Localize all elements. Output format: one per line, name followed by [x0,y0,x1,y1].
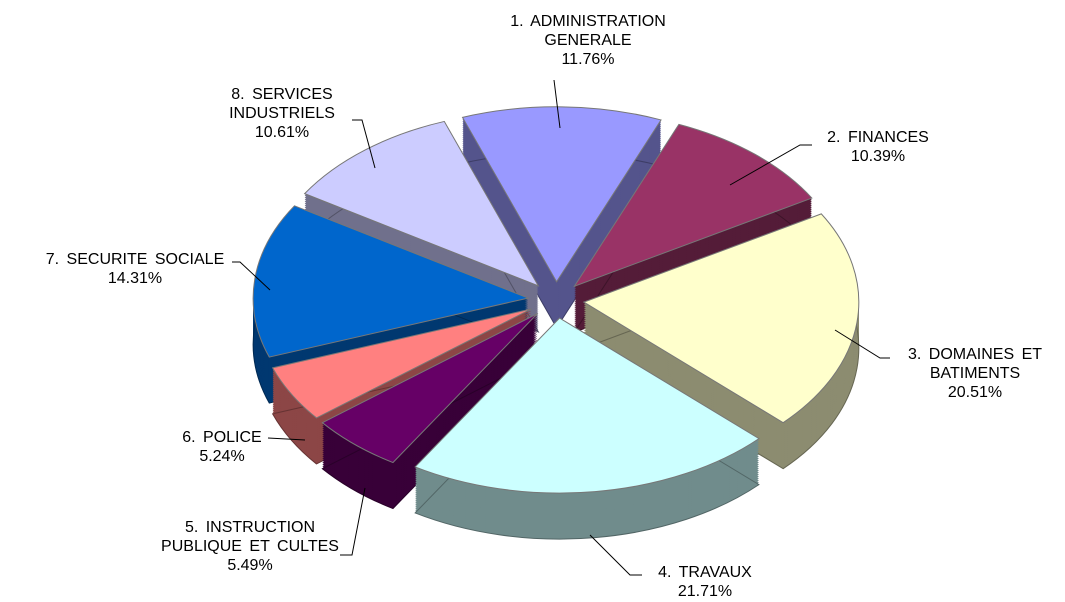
leader-line [340,487,366,556]
category-label: 6. POLICE [182,429,262,446]
slice-label: 5. INSTRUCTION PUBLIQUE ET CULTES 5.49% [155,518,345,575]
slice-label: 7. SECURITE SOCIALE 14.31% [5,250,265,288]
category-label: 4. TRAVAUX [658,564,752,581]
slice-label: 3. DOMAINES ET BATIMENTS 20.51% [890,345,1060,402]
pie-slice [461,106,662,329]
category-label: 3. DOMAINES ET BATIMENTS [907,346,1043,382]
slice-top [414,317,760,494]
category-label: 8. SERVICES INDUSTRIELS [229,86,335,122]
pie-slice [414,317,760,540]
slice-side-edge [271,354,532,465]
slices [252,106,860,540]
slice-label: 2. FINANCES 10.39% [778,128,978,166]
slice-top [461,106,662,283]
leader-line [553,79,561,129]
slice-label: 6. POLICE 5.24% [142,428,302,466]
leader-line [267,437,306,441]
value-label: 5.49% [227,557,273,574]
leader-line [729,144,812,186]
pie-slice [321,313,538,510]
leader-line [232,261,271,291]
leader-line [834,329,890,359]
category-label: 5. INSTRUCTION PUBLIQUE ET CULTES [161,519,339,555]
slice-label: 4. TRAVAUX 21.71% [605,563,805,601]
value-label: 10.61% [254,124,310,141]
leader-line [352,119,376,169]
slice-side-edge [414,363,760,540]
category-label: 2. FINANCES [827,129,929,146]
value-label: 20.51% [947,384,1003,401]
slice-side-edge [321,359,538,510]
category-label: 1. ADMINISTRATION GENERALE [510,13,666,49]
value-label: 21.71% [677,583,733,600]
slice-top [573,123,813,288]
value-label: 10.39% [850,148,906,165]
slice-top [582,213,860,424]
slice-top [321,313,538,464]
leader-line [589,534,642,576]
slice-top [252,205,530,358]
slice-top [271,308,532,419]
slice-label: 8. SERVICES INDUSTRIELS 10.61% [207,85,357,142]
slice-label: 1. ADMINISTRATION GENERALE 11.76% [488,12,688,69]
slice-top [303,120,540,287]
value-label: 14.31% [107,270,163,287]
pie-slice [252,205,530,404]
value-label: 5.24% [199,448,245,465]
value-label: 11.76% [561,51,615,68]
pie-slice [582,213,860,470]
pie-slice [573,123,813,334]
category-label: 7. SECURITE SOCIALE [45,251,225,268]
